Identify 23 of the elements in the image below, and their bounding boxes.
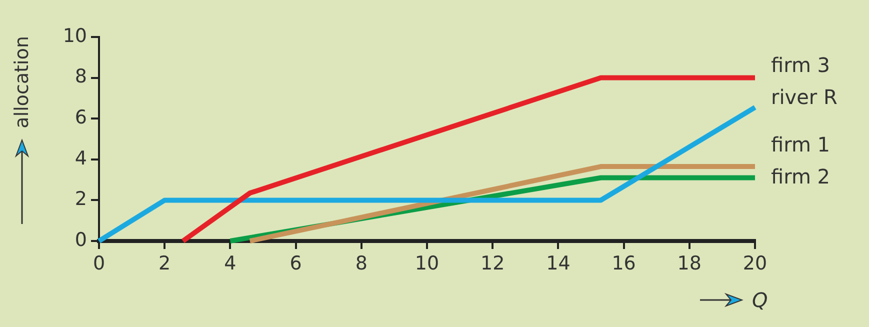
y-tick-label: 8 xyxy=(74,66,87,88)
x-tick-label: 20 xyxy=(742,252,768,274)
x-tick-label: 2 xyxy=(158,252,171,274)
x-tick-label: 14 xyxy=(546,252,570,274)
series-label: firm 1 xyxy=(771,132,830,156)
x-tick-label: 12 xyxy=(480,252,505,274)
y-tick-label: 6 xyxy=(74,106,87,129)
x-tick-label: 10 xyxy=(414,252,440,274)
y-axis-title: allocation xyxy=(11,36,33,128)
x-tick-label: 0 xyxy=(92,252,106,274)
y-tick-label: 2 xyxy=(74,188,87,210)
x-tick-label: 18 xyxy=(677,252,702,274)
series-label: firm 3 xyxy=(771,52,830,77)
y-tick-label: 0 xyxy=(74,228,87,251)
x-axis-title: Q xyxy=(752,288,768,312)
series-label: firm 2 xyxy=(771,164,830,188)
x-tick-label: 16 xyxy=(612,252,636,274)
y-tick-label: 4 xyxy=(74,147,87,170)
x-tick-label: 4 xyxy=(224,252,236,274)
x-tick-label: 8 xyxy=(355,252,368,274)
y-tick-label: 10 xyxy=(62,24,87,47)
x-tick-label: 6 xyxy=(290,252,302,274)
series-label: river R xyxy=(771,84,838,109)
